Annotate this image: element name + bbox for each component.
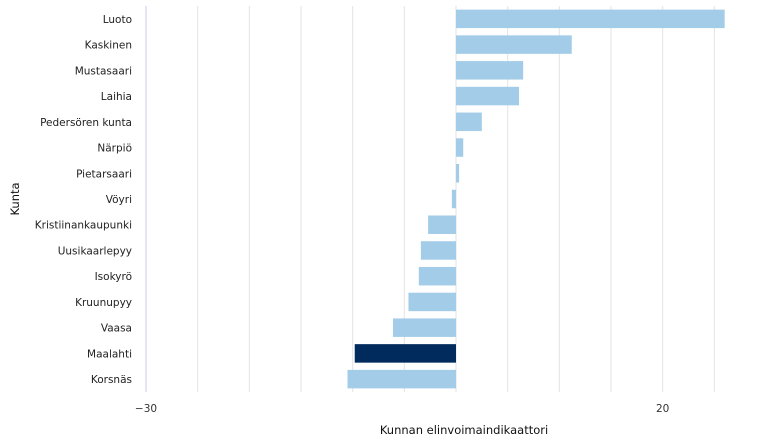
x-tick-label: 20 [656,403,669,415]
y-tick-label: Närpiö [97,143,132,155]
y-tick-label: Isokyrö [95,271,132,283]
bar [428,215,456,234]
y-tick-label: Pedersören kunta [40,117,132,129]
y-tick-label: Luoto [103,14,132,26]
bar [392,318,456,337]
bars [347,9,725,389]
bar [347,369,456,389]
y-tick-label: Korsnäs [91,374,132,386]
y-tick-label: Pietarsaari [76,168,132,180]
bar [456,164,460,183]
y-tick-label: Kristiinankaupunki [35,220,132,232]
y-tick-label: Vöyri [106,194,132,206]
y-axis-title: Kunta [8,182,22,215]
bar [456,112,482,132]
y-tick-label: Kaskinen [85,40,132,52]
bar [420,241,456,260]
y-tick-label: Kruunupyy [75,297,132,309]
x-tick-label: −30 [135,403,157,415]
bar [418,266,456,286]
bar [354,344,456,363]
bar [451,189,456,209]
bar [456,61,524,80]
bar [408,292,456,312]
y-tick-label: Vaasa [101,323,132,335]
y-tick-label: Mustasaari [75,65,132,77]
bar [456,35,572,54]
bar [456,9,725,29]
x-tick-labels: −30 20 [135,403,669,415]
bar [456,86,520,106]
y-tick-label: Uusikaarlepyy [58,245,132,257]
x-axis-title: Kunnan elinvoimaindikaattori [380,423,548,437]
y-tick-label: Laihia [101,91,132,103]
y-tick-label: Maalahti [87,348,132,360]
y-tick-labels: Luoto Kaskinen Mustasaari Laihia Pedersören … [35,14,132,386]
bar [456,138,464,157]
